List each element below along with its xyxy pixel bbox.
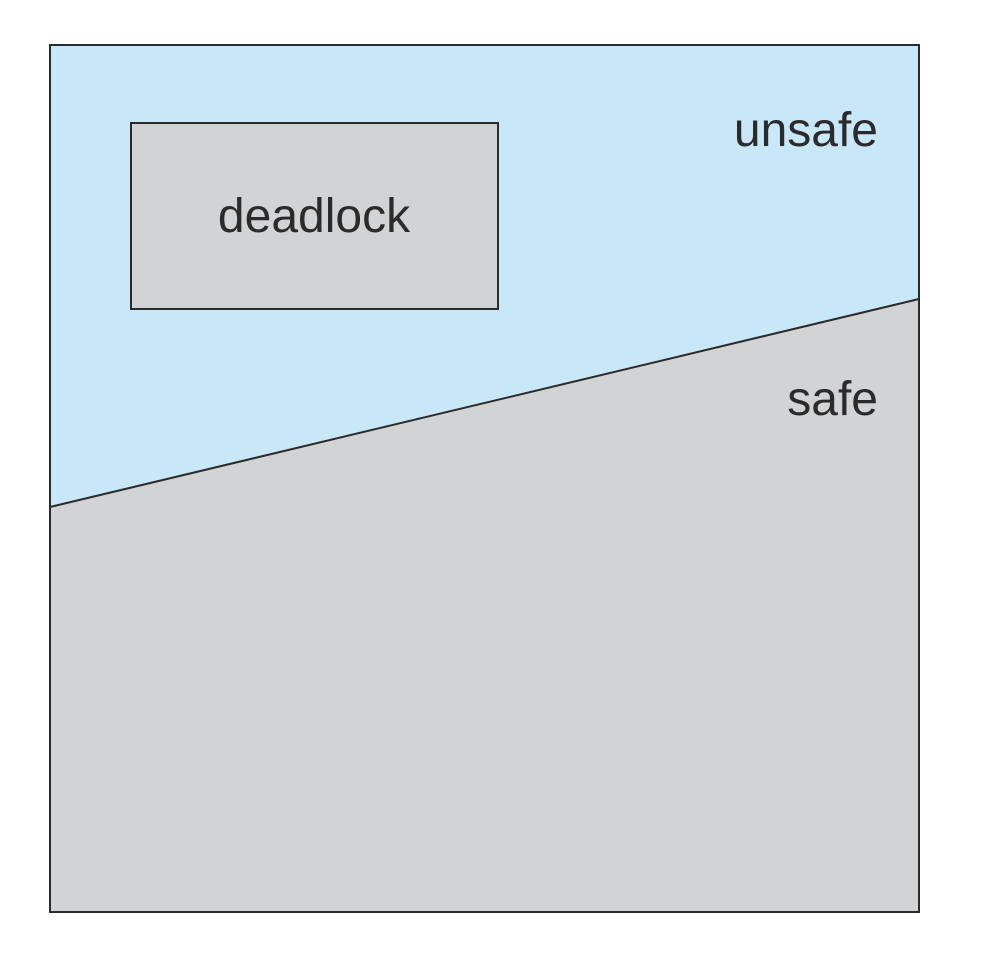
- unsafe-label: unsafe: [734, 104, 878, 157]
- deadlock-label: deadlock: [218, 190, 411, 243]
- safe-unsafe-boundary: [49, 298, 920, 508]
- deadlock-region: [130, 122, 499, 310]
- safe-label: safe: [787, 373, 878, 426]
- safe-region: [50, 299, 919, 912]
- state-space-frame: [49, 44, 920, 913]
